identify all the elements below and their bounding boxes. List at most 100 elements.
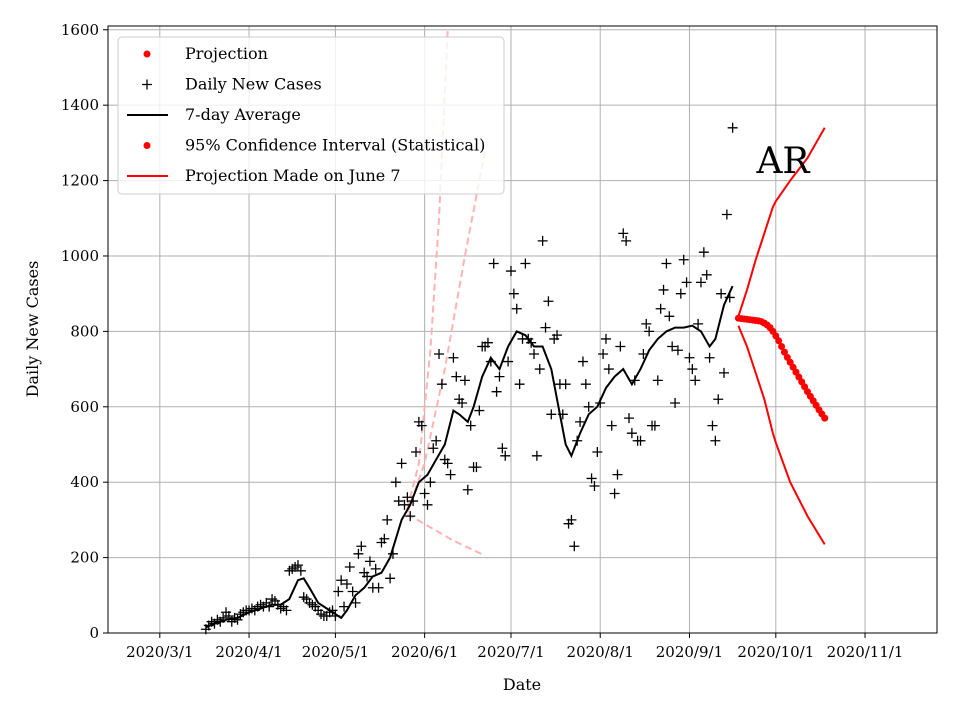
daily-case-marker	[698, 247, 709, 258]
daily-case-marker	[491, 386, 502, 397]
daily-case-marker	[586, 473, 597, 484]
daily-case-marker	[405, 511, 416, 522]
projection-point	[775, 337, 783, 345]
y-tick-label: 1600	[61, 21, 99, 39]
daily-case-marker	[393, 496, 404, 507]
daily-case-marker	[649, 420, 660, 431]
x-tick-label: 2020/9/1	[656, 643, 723, 661]
daily-case-marker	[339, 601, 350, 612]
x-tick-label: 2020/8/1	[567, 643, 634, 661]
ci-lower-line	[737, 325, 826, 545]
projection-point	[821, 414, 829, 422]
projection-point	[780, 348, 788, 356]
daily-case-marker	[540, 322, 551, 333]
daily-case-marker	[488, 258, 499, 269]
daily-case-marker	[396, 458, 407, 469]
x-tick-label: 2020/3/1	[126, 643, 193, 661]
x-tick-label: 2020/6/1	[391, 643, 458, 661]
daily-case-marker	[603, 364, 614, 375]
daily-case-marker	[577, 356, 588, 367]
plot-layer	[200, 29, 829, 635]
daily-case-marker	[675, 288, 686, 299]
daily-case-marker	[399, 499, 410, 510]
daily-case-marker	[482, 337, 493, 348]
daily-case-marker	[592, 447, 603, 458]
june7-projection-lower	[406, 513, 486, 557]
daily-case-marker	[295, 565, 306, 576]
daily-case-marker	[419, 488, 430, 499]
daily-case-marker	[292, 560, 303, 571]
daily-case-marker	[494, 371, 505, 382]
daily-case-marker	[336, 575, 347, 586]
daily-case-marker	[232, 614, 243, 625]
seven-day-average-line	[205, 285, 734, 629]
daily-case-marker	[364, 556, 375, 567]
daily-case-marker	[713, 394, 724, 405]
daily-case-marker	[695, 277, 706, 288]
daily-case-marker	[727, 122, 738, 133]
daily-case-marker	[434, 349, 445, 360]
daily-case-marker	[718, 367, 729, 378]
daily-case-marker	[583, 401, 594, 412]
june7-projection-mid	[406, 150, 487, 513]
daily-case-marker	[707, 420, 718, 431]
daily-case-marker	[462, 484, 473, 495]
daily-case-marker	[379, 533, 390, 544]
y-tick-label: 400	[70, 473, 99, 491]
daily-case-marker	[580, 379, 591, 390]
daily-case-marker	[618, 228, 629, 239]
daily-case-marker	[609, 488, 620, 499]
daily-case-marker	[566, 514, 577, 525]
daily-case-marker	[500, 450, 511, 461]
daily-case-marker	[546, 409, 557, 420]
daily-case-marker	[385, 573, 396, 584]
daily-case-marker	[690, 375, 701, 386]
daily-case-marker	[710, 435, 721, 446]
y-tick-label: 200	[70, 549, 99, 567]
daily-case-marker	[615, 341, 626, 352]
daily-case-marker	[598, 349, 609, 360]
daily-case-marker	[704, 352, 715, 363]
daily-case-marker	[560, 379, 571, 390]
x-tick-label: 2020/7/1	[477, 643, 544, 661]
y-tick-label: 0	[89, 624, 99, 642]
daily-case-marker	[410, 447, 421, 458]
daily-case-marker	[508, 288, 519, 299]
x-tick-label: 2020/10/1	[737, 643, 814, 661]
daily-case-marker	[353, 548, 364, 559]
daily-case-marker	[514, 379, 525, 390]
daily-case-marker	[428, 443, 439, 454]
legend-label: 95% Confidence Interval (Statistical)	[185, 136, 485, 155]
x-tick-label: 2020/5/1	[302, 643, 369, 661]
daily-case-marker	[612, 469, 623, 480]
daily-case-marker	[606, 420, 617, 431]
legend-label: Daily New Cases	[185, 75, 322, 94]
y-axis-label: Daily New Cases	[23, 261, 42, 398]
daily-case-marker	[511, 303, 522, 314]
daily-case-marker	[658, 284, 669, 295]
daily-case-marker	[465, 420, 476, 431]
legend-label: Projection Made on June 7	[185, 166, 401, 185]
daily-case-marker	[537, 235, 548, 246]
daily-case-marker	[667, 341, 678, 352]
daily-case-marker	[529, 349, 540, 360]
projection-point	[778, 342, 786, 350]
daily-case-marker	[344, 562, 355, 573]
daily-case-marker	[626, 428, 637, 439]
legend: Projection Daily New Cases 7-day Average 95…	[117, 36, 505, 195]
daily-case-marker	[664, 311, 675, 322]
daily-case-marker	[543, 296, 554, 307]
daily-case-marker	[497, 443, 508, 454]
daily-case-marker	[569, 541, 580, 552]
daily-case-marker	[681, 277, 692, 288]
legend-dot-marker	[143, 142, 151, 149]
daily-case-marker	[445, 469, 456, 480]
legend-plus-marker	[142, 79, 152, 90]
daily-case-marker	[390, 477, 401, 488]
daily-case-marker	[459, 375, 470, 386]
daily-case-marker	[370, 563, 381, 574]
daily-case-marker	[356, 541, 367, 552]
daily-case-marker	[693, 318, 704, 329]
